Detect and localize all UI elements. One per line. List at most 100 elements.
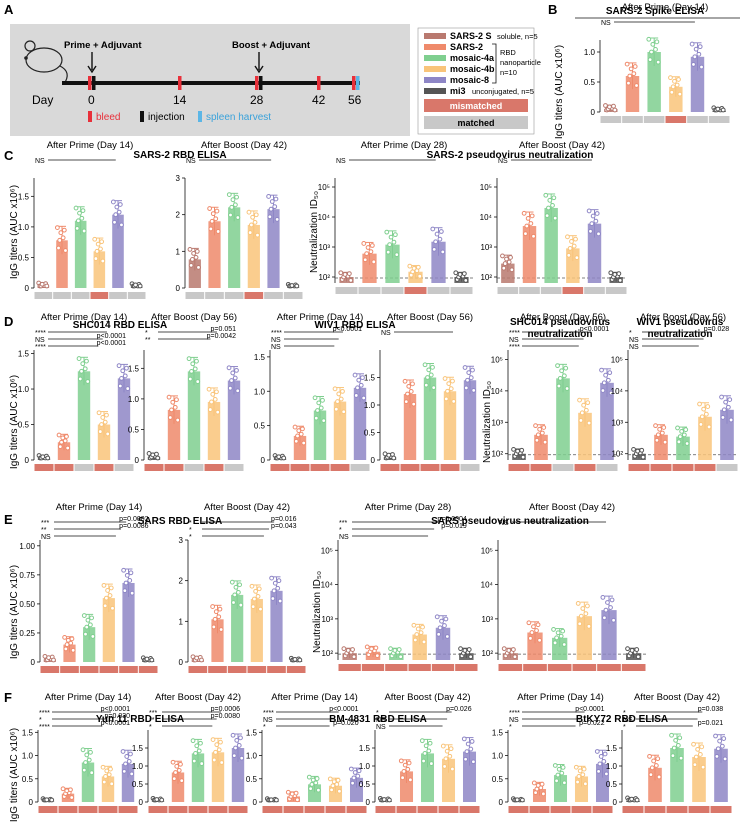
data-point bbox=[82, 366, 88, 372]
data-point bbox=[75, 218, 81, 224]
match-strip-mismatched bbox=[283, 806, 304, 813]
data-point bbox=[594, 749, 600, 754]
chart-17: 0 0.5 1.0 1.5 After Prime (Day 14) **** p<0.00… bbox=[246, 692, 367, 813]
chart-title: After Boost (Day 56) bbox=[387, 312, 473, 323]
data-point bbox=[297, 657, 303, 663]
data-point bbox=[721, 736, 727, 741]
data-point bbox=[566, 252, 572, 258]
match-strip-mismatched bbox=[380, 464, 400, 471]
stat-label: * bbox=[149, 724, 152, 731]
data-point bbox=[579, 410, 585, 416]
data-point bbox=[60, 786, 66, 792]
data-point bbox=[102, 603, 108, 609]
data-point bbox=[465, 377, 470, 383]
bar-mosaic4a bbox=[556, 378, 570, 460]
data-point bbox=[635, 448, 641, 454]
data-point bbox=[103, 595, 109, 601]
data-point bbox=[408, 777, 413, 783]
stat-label: NS bbox=[263, 717, 273, 724]
data-point bbox=[683, 427, 689, 433]
data-point bbox=[79, 368, 84, 374]
data-point bbox=[509, 267, 515, 273]
data-point bbox=[654, 39, 660, 45]
data-point bbox=[697, 401, 702, 407]
data-point bbox=[551, 195, 557, 201]
match-strip-mismatched bbox=[208, 806, 228, 813]
data-point bbox=[255, 594, 261, 599]
chart-4: 10² 10³ 10⁴ 10⁵ After Boost (Day 42) NS bbox=[480, 140, 627, 294]
match-strip-mismatched bbox=[562, 287, 584, 294]
match-strip-matched bbox=[335, 287, 358, 294]
data-point bbox=[44, 283, 50, 289]
data-point bbox=[231, 753, 237, 759]
data-point bbox=[646, 36, 652, 42]
data-point bbox=[720, 415, 726, 420]
data-point bbox=[216, 614, 222, 620]
legend-note-np: nanoparticle bbox=[500, 58, 541, 67]
data-point bbox=[676, 439, 682, 445]
data-point bbox=[537, 426, 543, 432]
data-point bbox=[571, 243, 577, 249]
match-strip-mismatched bbox=[98, 806, 118, 813]
data-point bbox=[358, 382, 364, 388]
data-point bbox=[550, 203, 555, 208]
data-point bbox=[300, 426, 305, 432]
match-strip-matched bbox=[552, 464, 574, 471]
data-point bbox=[81, 613, 87, 618]
y-tick-label: 1.0 bbox=[364, 401, 376, 410]
data-point bbox=[100, 415, 106, 420]
data-point bbox=[192, 366, 198, 372]
bar-mosaic8 bbox=[270, 590, 283, 662]
data-point bbox=[89, 770, 95, 776]
data-point bbox=[461, 736, 467, 742]
p-value: p<0.0001 bbox=[97, 333, 126, 340]
stat-label: ** bbox=[41, 527, 47, 534]
y-tick-label: 0.5 bbox=[606, 780, 618, 789]
data-point bbox=[388, 646, 393, 652]
data-point bbox=[217, 606, 223, 612]
data-point bbox=[500, 253, 505, 259]
bar-mosaic4a bbox=[231, 594, 244, 662]
p-value: p=0.0004 bbox=[437, 516, 466, 523]
legend-mismatched-label: mismatched bbox=[450, 101, 503, 111]
data-point bbox=[431, 246, 437, 252]
data-point bbox=[350, 780, 355, 786]
data-point bbox=[414, 632, 420, 637]
data-point bbox=[310, 777, 316, 783]
data-point bbox=[312, 395, 318, 401]
stat-label: * bbox=[145, 330, 148, 337]
data-point bbox=[603, 607, 609, 613]
data-point bbox=[611, 617, 616, 623]
data-point bbox=[448, 746, 454, 752]
data-point bbox=[465, 741, 471, 747]
data-point bbox=[107, 593, 113, 598]
data-point bbox=[722, 756, 728, 762]
data-point bbox=[80, 208, 86, 213]
data-point bbox=[101, 779, 107, 785]
legend-injection-label: injection bbox=[148, 112, 185, 123]
data-point bbox=[351, 654, 357, 660]
data-point bbox=[56, 245, 61, 251]
match-strip-matched bbox=[460, 464, 480, 471]
stat-label: *** bbox=[149, 710, 157, 717]
data-point bbox=[251, 596, 257, 602]
bar-mosaic4a bbox=[423, 377, 437, 460]
data-point bbox=[234, 367, 239, 373]
data-point bbox=[235, 388, 241, 394]
data-point bbox=[45, 455, 51, 461]
y-tick-label: 1.0 bbox=[128, 395, 140, 404]
data-point bbox=[100, 764, 106, 770]
data-point bbox=[468, 746, 474, 752]
data-point bbox=[364, 644, 370, 650]
match-strip-mismatched bbox=[622, 806, 644, 813]
data-point bbox=[586, 420, 592, 426]
stat-label: NS bbox=[629, 337, 639, 344]
data-point bbox=[699, 744, 705, 750]
data-point bbox=[116, 363, 122, 369]
data-point bbox=[149, 657, 155, 663]
data-point bbox=[626, 80, 631, 86]
match-strip-mismatched bbox=[148, 806, 168, 813]
data-point bbox=[133, 282, 138, 288]
data-point bbox=[114, 204, 120, 210]
data-point bbox=[412, 637, 418, 643]
